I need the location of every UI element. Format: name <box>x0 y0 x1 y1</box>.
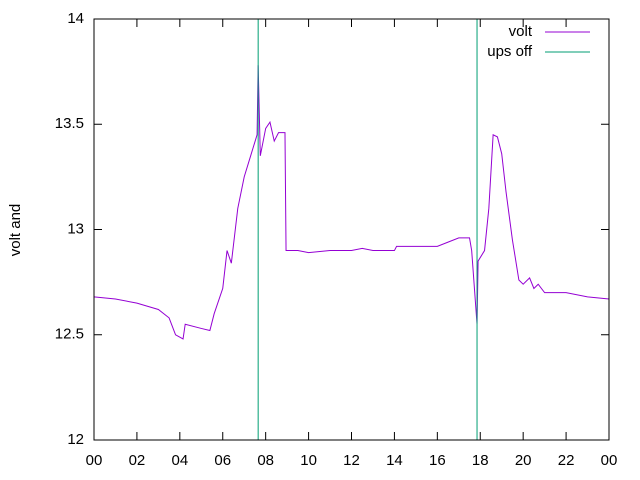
y-tick-label: 14 <box>67 10 84 27</box>
y-axis-label: volt and <box>7 204 24 257</box>
legend-label: volt <box>509 23 533 40</box>
x-tick-label: 04 <box>171 452 188 469</box>
x-tick-label: 18 <box>472 452 489 469</box>
x-tick-label: 14 <box>386 452 403 469</box>
plot-frame <box>93 18 610 441</box>
legend-label: ups off <box>487 43 533 60</box>
y-tick-label: 13.5 <box>55 115 84 132</box>
series-line <box>93 65 610 340</box>
x-tick-label: 00 <box>601 452 618 469</box>
x-tick-label: 16 <box>429 452 446 469</box>
x-tick-label: 06 <box>214 452 231 469</box>
x-tick-label: 10 <box>300 452 317 469</box>
y-tick-label: 13 <box>67 220 84 237</box>
x-tick-label: 12 <box>343 452 360 469</box>
y-tick-label: 12 <box>67 431 84 448</box>
x-tick-label: 00 <box>86 452 103 469</box>
y-tick-label: 12.5 <box>55 326 84 343</box>
x-tick-label: 20 <box>515 452 532 469</box>
x-tick-label: 02 <box>129 452 146 469</box>
x-tick-label: 22 <box>558 452 575 469</box>
x-tick-label: 08 <box>257 452 274 469</box>
